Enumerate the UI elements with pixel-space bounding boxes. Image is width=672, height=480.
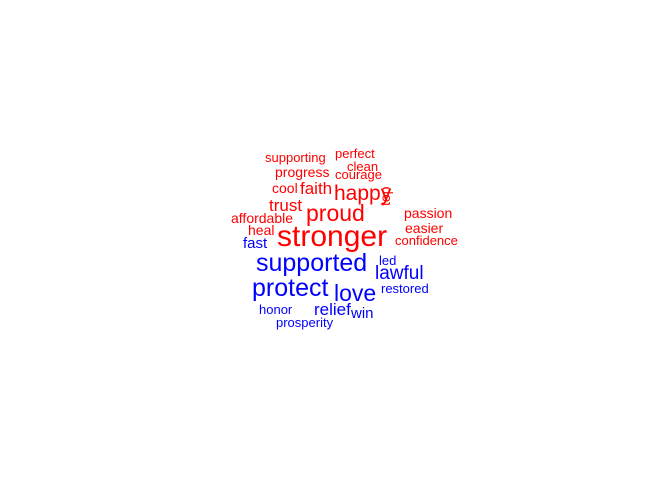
word-trust: trust	[269, 196, 303, 215]
word-heal: heal	[248, 222, 275, 238]
word-courage: courage	[335, 167, 382, 182]
word-prosperity: prosperity	[276, 315, 334, 330]
word-happy: happy	[334, 182, 392, 205]
word-affordable: affordable	[231, 210, 294, 226]
word-easier: easier	[405, 220, 444, 236]
word-cool: cool	[272, 180, 298, 196]
word-lawful: lawful	[375, 263, 424, 284]
word-perfect: perfect	[335, 146, 375, 161]
word-clean: clean	[347, 159, 379, 174]
word-led: led	[379, 253, 397, 268]
word-supported: supported	[256, 249, 368, 277]
word-honor: honor	[259, 302, 293, 317]
word-confidence: confidence	[395, 233, 458, 248]
word-passion: passion	[404, 205, 453, 221]
word-progress: progress	[275, 164, 330, 180]
word-stronger: stronger	[277, 220, 388, 253]
word-relief: relief	[314, 300, 351, 319]
word-protect: protect	[252, 274, 329, 302]
word-faith: faith	[300, 179, 333, 198]
word-love: love	[334, 280, 377, 306]
word-supporting: supporting	[265, 150, 326, 165]
word-proud: proud	[306, 200, 365, 226]
word-fast: fast	[243, 235, 268, 252]
word-top: top	[377, 186, 393, 206]
word-win: win	[351, 305, 374, 322]
word-restored: restored	[381, 281, 429, 296]
